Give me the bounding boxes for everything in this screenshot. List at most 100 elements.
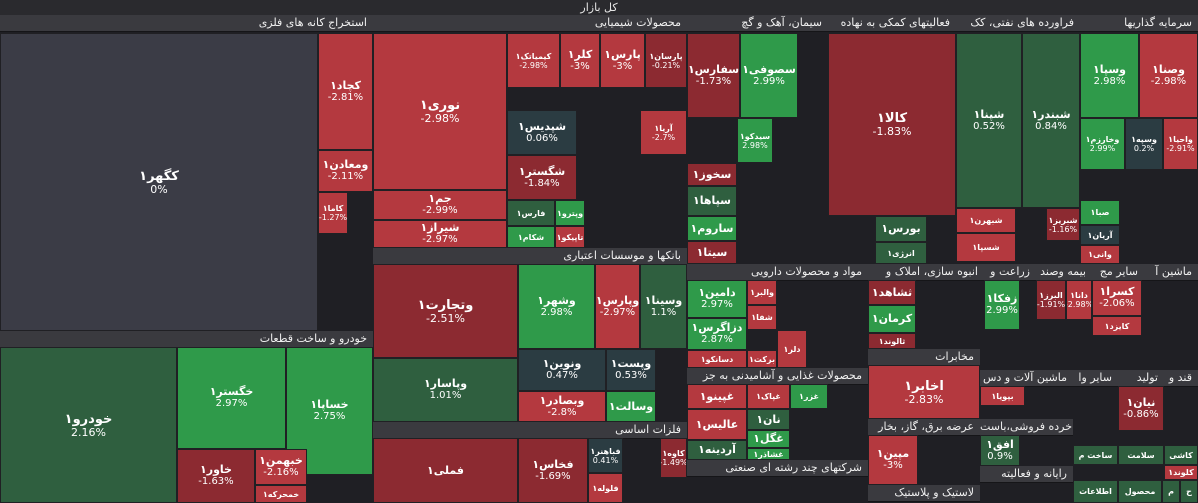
stock-tile[interactable]: سصوفی۱ 2.99%: [740, 33, 798, 118]
stock-tile[interactable]: دلر۱: [777, 330, 807, 368]
stock-tile[interactable]: دامین۱ 2.97%: [687, 280, 747, 318]
stock-tile[interactable]: عالیس۱: [687, 409, 747, 440]
stock-tile[interactable]: ساخت م: [1073, 445, 1118, 465]
stock-tile[interactable]: ح: [1180, 480, 1198, 503]
sector-header-pharmaceutical[interactable]: مواد و محصولات دارویی: [687, 264, 868, 281]
stock-tile[interactable]: شکام۱: [507, 226, 555, 248]
stock-tile[interactable]: ثالوند۱: [868, 333, 916, 349]
sector-header-agriculture[interactable]: زراعت و: [984, 264, 1036, 281]
sector-header-machinery[interactable]: ماشین آ: [1144, 264, 1198, 281]
stock-tile[interactable]: نوری۱ -2.98%: [373, 33, 507, 190]
stock-tile[interactable]: زفکا۱ 2.99%: [984, 280, 1020, 330]
sector-header-other-financial[interactable]: سایر مج: [1092, 264, 1144, 281]
stock-tile[interactable]: شبندر۱ 0.84%: [1022, 33, 1080, 208]
sector-header-utilities[interactable]: عرضه برق، گاز، بخار: [868, 419, 980, 436]
sector-header-chemical-products[interactable]: محصولات شیمیایی: [373, 15, 687, 32]
stock-tile[interactable]: م: [1162, 480, 1180, 503]
stock-tile[interactable]: سلامت: [1118, 445, 1164, 465]
sector-header-cement[interactable]: سیمان، آهک و گچ: [687, 15, 828, 32]
stock-tile[interactable]: سپاها۱: [687, 186, 737, 216]
stock-tile[interactable]: نان۱: [747, 409, 790, 430]
stock-tile[interactable]: وتجارت۱ -2.51%: [373, 264, 518, 358]
stock-tile[interactable]: کیمیاتک۱ -2.98%: [507, 33, 560, 88]
stock-tile[interactable]: شگستر۱ -1.84%: [507, 155, 577, 200]
stock-tile[interactable]: والبر۱: [747, 280, 777, 305]
stock-tile[interactable]: پارسان۱ -0.21%: [645, 33, 687, 88]
stock-tile[interactable]: سیدکو۱ 2.98%: [737, 118, 773, 163]
stock-tile[interactable]: وسینا۱ 1.1%: [640, 264, 687, 349]
stock-tile[interactable]: کرمان۱: [868, 305, 916, 333]
sector-header-metal-ores[interactable]: استخراج کانه های فلزی: [0, 15, 373, 32]
stock-tile[interactable]: وسپه۱ 0.2%: [1125, 118, 1163, 170]
stock-tile[interactable]: وپاسار۱ 1.01%: [373, 358, 518, 422]
stock-tile[interactable]: وصنا۱ -2.98%: [1139, 33, 1198, 118]
stock-tile[interactable]: مپین۱ -3%: [868, 435, 918, 485]
sector-header-food[interactable]: محصولات غذایی و آشامیدنی به جز: [687, 368, 868, 385]
sector-header-rubber-plastic[interactable]: لاستیک و پلاستیک: [868, 485, 980, 502]
stock-tile[interactable]: انرژی۱: [875, 242, 927, 264]
stock-tile[interactable]: کاما۱ -1.27%: [318, 192, 348, 234]
stock-tile[interactable]: شپدیس۱ 0.06%: [507, 110, 577, 155]
sector-header-investments[interactable]: سرمایه گذاریها: [1080, 15, 1198, 32]
stock-tile[interactable]: فملی۱: [373, 438, 518, 503]
stock-tile[interactable]: تاپیکو۱: [555, 226, 585, 248]
stock-tile[interactable]: وبصادر۱ -2.8%: [518, 391, 606, 422]
stock-tile[interactable]: اطلاعات: [1073, 480, 1118, 503]
stock-tile[interactable]: کسرا۱ -2.06%: [1092, 280, 1142, 316]
stock-tile[interactable]: وپست۱ 0.53%: [606, 349, 656, 391]
stock-tile[interactable]: خمحرکه۱: [255, 485, 307, 503]
stock-tile[interactable]: شیراز۱ -2.97%: [373, 220, 507, 248]
stock-tile[interactable]: بورس۱: [875, 216, 927, 242]
stock-tile[interactable]: کایزد۱: [1092, 316, 1142, 336]
stock-tile[interactable]: غپینو۱: [687, 384, 747, 409]
sector-header-other-industries[interactable]: سایر وا: [1073, 370, 1118, 387]
stock-tile[interactable]: محصول: [1118, 480, 1162, 503]
sector-header-telecom[interactable]: مخابرات: [868, 349, 980, 366]
sector-header-mass-construction[interactable]: انبوه سازی، املاک و: [868, 264, 984, 281]
sector-header-sugar[interactable]: قند و: [1164, 370, 1198, 387]
stock-tile[interactable]: البرز۱ -1.91%: [1036, 280, 1066, 320]
stock-tile[interactable]: کچاد۱ -2.81%: [318, 33, 373, 150]
sector-header-support-activities[interactable]: فعالیتهای کمکی به نهاده: [828, 15, 956, 32]
stock-tile[interactable]: کلر۱ -3%: [560, 33, 600, 88]
stock-tile[interactable]: خبهمن۱ -2.16%: [255, 449, 307, 485]
stock-tile[interactable]: کاشی: [1164, 445, 1198, 465]
stock-tile[interactable]: فباهنر۱ 0.41%: [588, 438, 623, 473]
stock-tile[interactable]: کالا۱ -1.83%: [828, 33, 956, 216]
stock-tile[interactable]: شسپا۱: [956, 233, 1016, 262]
stock-tile[interactable]: سفارس۱ -1.73%: [687, 33, 740, 118]
stock-tile[interactable]: شبهرن۱: [956, 208, 1016, 233]
stock-tile[interactable]: غگل۱: [747, 430, 790, 448]
stock-tile[interactable]: کاوه۱ -1.49%: [660, 438, 687, 478]
stock-tile[interactable]: وشهر۱ 2.98%: [518, 264, 595, 349]
stock-tile[interactable]: واحیا۱ -2.91%: [1163, 118, 1198, 170]
stock-tile[interactable]: وسالت۱: [606, 391, 656, 422]
stock-tile[interactable]: ونوین۱ 0.47%: [518, 349, 606, 391]
sector-header-machinery-equipment[interactable]: ماشین آلات و دس: [980, 370, 1073, 387]
stock-tile[interactable]: دزاگرس۱ 2.87%: [687, 318, 747, 350]
sector-header-production[interactable]: تولید: [1118, 370, 1164, 387]
stock-tile[interactable]: دانا۱ -2.98%: [1066, 280, 1092, 320]
stock-tile[interactable]: آریا۱ -2.7%: [640, 110, 687, 155]
sector-header-computing[interactable]: رایانه و فعالیته: [980, 466, 1073, 483]
stock-tile[interactable]: نیان۱ -0.86%: [1118, 386, 1164, 431]
stock-tile[interactable]: افق۱ 0.9%: [980, 435, 1020, 466]
stock-tile[interactable]: بپویا۱: [980, 386, 1025, 406]
stock-tile[interactable]: ساروم۱: [687, 216, 737, 241]
stock-tile[interactable]: صبا۱: [1080, 200, 1120, 225]
stock-tile[interactable]: پارس۱ -3%: [600, 33, 645, 88]
stock-tile[interactable]: غپاک۱: [747, 384, 790, 409]
stock-tile[interactable]: وسپا۱ 2.98%: [1080, 33, 1139, 118]
sector-header-banks[interactable]: بانکها و موسسات اعتباری: [373, 248, 687, 265]
sector-header-basic-metals[interactable]: فلزات اساسی: [373, 422, 687, 439]
stock-tile[interactable]: فارس۱: [507, 200, 555, 226]
sector-header-insurance[interactable]: بیمه وصند: [1036, 264, 1092, 281]
sector-header-automotive[interactable]: خودرو و ساخت قطعات: [0, 331, 373, 348]
stock-tile[interactable]: آریان۱: [1080, 225, 1120, 245]
sector-header-petroleum-products[interactable]: فراورده های نفتی، کک: [956, 15, 1080, 32]
stock-tile[interactable]: برکت۱: [747, 350, 777, 368]
stock-tile[interactable]: غشاذر۱: [747, 448, 790, 460]
stock-tile[interactable]: ثشاهد۱: [868, 280, 916, 305]
stock-tile[interactable]: وانی۱: [1080, 245, 1120, 264]
stock-tile[interactable]: خگستر۱ 2.97%: [177, 347, 286, 449]
